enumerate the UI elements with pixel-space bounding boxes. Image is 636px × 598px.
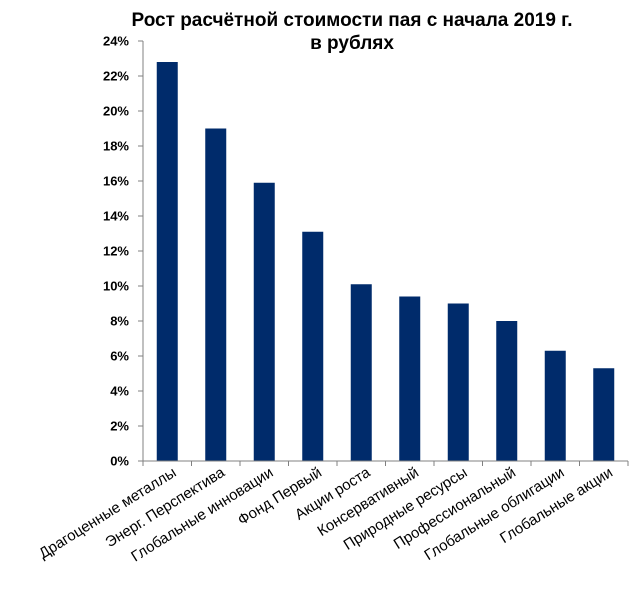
y-tick-label: 14% xyxy=(103,209,129,224)
bar xyxy=(544,350,566,461)
y-tick-label: 18% xyxy=(103,139,129,154)
bar xyxy=(156,62,178,461)
bars xyxy=(156,62,615,461)
chart-title: Рост расчётной стоимости пая с начала 20… xyxy=(132,10,573,31)
bar xyxy=(496,321,518,461)
y-tick-label: 4% xyxy=(110,384,129,399)
bar xyxy=(205,128,227,461)
y-tick-label: 12% xyxy=(103,244,129,259)
bar xyxy=(593,368,615,461)
y-axis: 0% 2% 4% 6% 8% 10% 12% 14% 16% 18% 20% 22% 24% xyxy=(103,34,144,469)
bar xyxy=(447,303,469,461)
bar xyxy=(399,296,421,461)
y-tick-label: 2% xyxy=(110,419,129,434)
bar xyxy=(302,231,324,461)
y-tick-label: 16% xyxy=(103,174,129,189)
y-tick-label: 20% xyxy=(103,104,129,119)
y-tick-label: 6% xyxy=(110,349,129,364)
bar xyxy=(350,284,372,461)
y-tick-label: 24% xyxy=(103,34,129,49)
bar xyxy=(253,182,275,461)
chart-subtitle: в рублях xyxy=(310,33,394,54)
y-tick-label: 22% xyxy=(103,69,129,84)
y-tick-label: 8% xyxy=(110,314,129,329)
y-tick-label: 10% xyxy=(103,279,129,294)
y-tick-label: 0% xyxy=(110,454,129,469)
